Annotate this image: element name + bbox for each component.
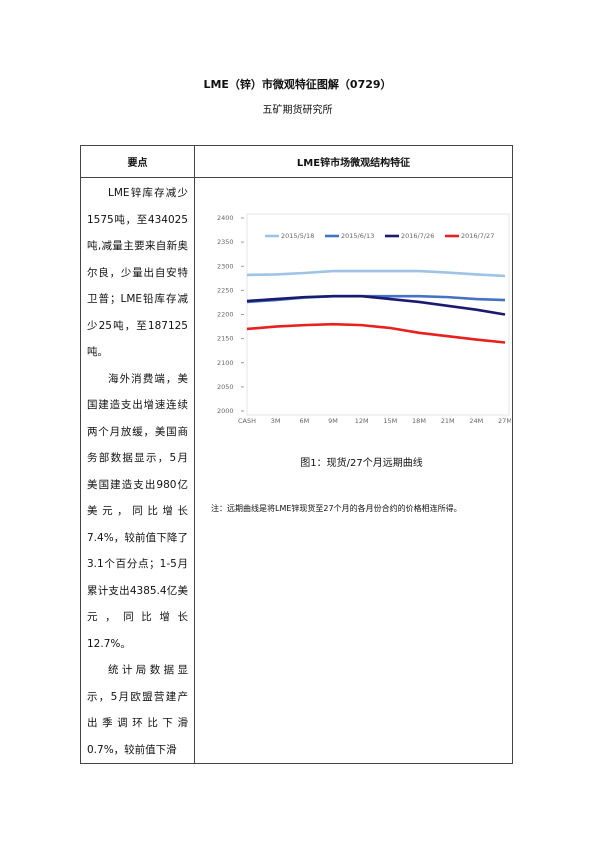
doc-subtitle: 五矿期货研究所 xyxy=(262,105,333,116)
y-tick-label: 2400 xyxy=(217,214,234,222)
caption: 图1：现货/27个月远期曲线 xyxy=(300,458,423,469)
legend-label: 2016/7/27 xyxy=(461,232,494,240)
paragraph: 海外消费端，美国建造支出增速连续两个月放缓，美国商务部数据显示，5月美国建造支出… xyxy=(87,372,188,650)
y-tick-label: 2000 xyxy=(217,407,234,415)
x-tick-label: 18M xyxy=(412,417,426,425)
legend-label: 2016/7/26 xyxy=(401,232,434,240)
x-tick-label: 27M xyxy=(498,417,511,425)
table: 要点 LME锌市场微观结构特征 LME锌库存减少1575吨，至434025吨,减… xyxy=(80,145,513,764)
series-line xyxy=(246,269,506,278)
y-tick-label: 2250 xyxy=(217,286,234,294)
paragraph: 统计局数据显示，5月欧盟营建产出季调环比下滑0.7%，较前值下滑 xyxy=(87,664,188,756)
x-tick-label: 3M xyxy=(271,417,281,425)
y-tick-label: 2350 xyxy=(217,238,234,246)
x-tick-label: 15M xyxy=(383,417,397,425)
y-tick-label: 2300 xyxy=(217,262,234,270)
doc-title: LME（锌）市微观特征图解（0729） xyxy=(203,78,392,91)
x-tick-label: 12M xyxy=(355,417,369,425)
paragraph: LME锌库存减少1575吨，至434025吨,减量主要来自新奥尔良，少量出自安特… xyxy=(87,187,188,358)
plot-border xyxy=(246,213,510,416)
y-tick-label: 2100 xyxy=(217,359,234,367)
x-tick-label: 21M xyxy=(441,417,455,425)
y-tick-label: 2050 xyxy=(217,383,234,391)
x-tick-label: 6M xyxy=(299,417,309,425)
y-tick-label: 2150 xyxy=(217,335,234,343)
note: 注：远期曲线是将LME锌现货至27个月的各月份合约的价格相连所得。 xyxy=(211,504,462,513)
series-line xyxy=(246,294,506,316)
y-tick-label: 2200 xyxy=(217,311,234,319)
x-tick-label: 24M xyxy=(469,417,483,425)
text-cell: LME锌库存减少1575吨，至434025吨,减量主要来自新奥尔良，少量出自安特… xyxy=(80,177,195,764)
series-line xyxy=(246,322,506,344)
legend-label: 2015/5/18 xyxy=(281,232,314,240)
chart-cell: 2000 2050 2100 2150 2200 2250 2300 2350 2400 CASH… xyxy=(194,177,513,764)
header-cell: 要点 xyxy=(80,145,195,178)
chart: 2000 2050 2100 2150 2200 2250 2300 2350 2400 CASH… xyxy=(217,213,511,425)
x-tick-label: 9M xyxy=(328,417,338,425)
legend-label: 2015/6/13 xyxy=(341,232,374,240)
header-cell: LME锌市场微观结构特征 xyxy=(194,145,513,178)
x-tick-label: CASH xyxy=(238,417,256,425)
